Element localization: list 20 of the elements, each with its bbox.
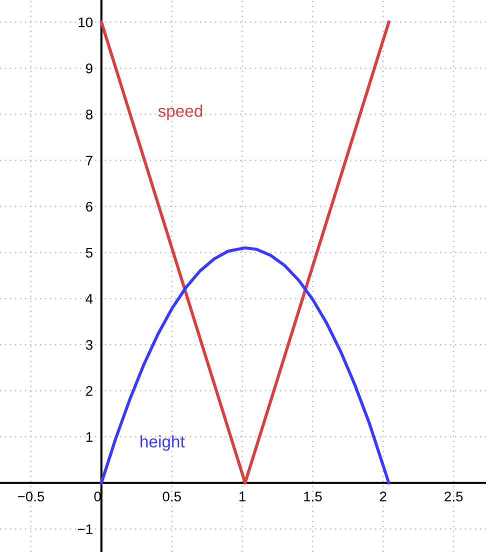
- series-label: speed: [158, 104, 202, 120]
- x-tick-label: 1: [239, 492, 246, 502]
- x-tick-label: 2.5: [444, 492, 463, 502]
- y-tick-label: 5: [86, 248, 93, 258]
- y-tick-label: 9: [86, 64, 92, 74]
- y-tick-label: 4: [86, 294, 93, 304]
- y-tick-label: 7: [86, 156, 92, 166]
- y-tick-label: −1: [78, 524, 92, 534]
- y-tick-label: 2: [86, 386, 92, 396]
- y-tick-label: 1: [86, 432, 92, 442]
- x-tick-label: 1.5: [304, 492, 322, 502]
- x-tick-label: 0.5: [162, 492, 181, 502]
- series-label: height: [140, 435, 185, 451]
- line-series: [100, 246, 390, 484]
- y-tick-label: 8: [86, 110, 92, 120]
- y-tick-label: 6: [86, 202, 92, 212]
- y-tick-label: 10: [78, 17, 93, 28]
- y-tick-label: 3: [86, 340, 92, 350]
- x-tick-label: −0.5: [18, 492, 44, 502]
- x-tick-label: 2: [380, 492, 386, 502]
